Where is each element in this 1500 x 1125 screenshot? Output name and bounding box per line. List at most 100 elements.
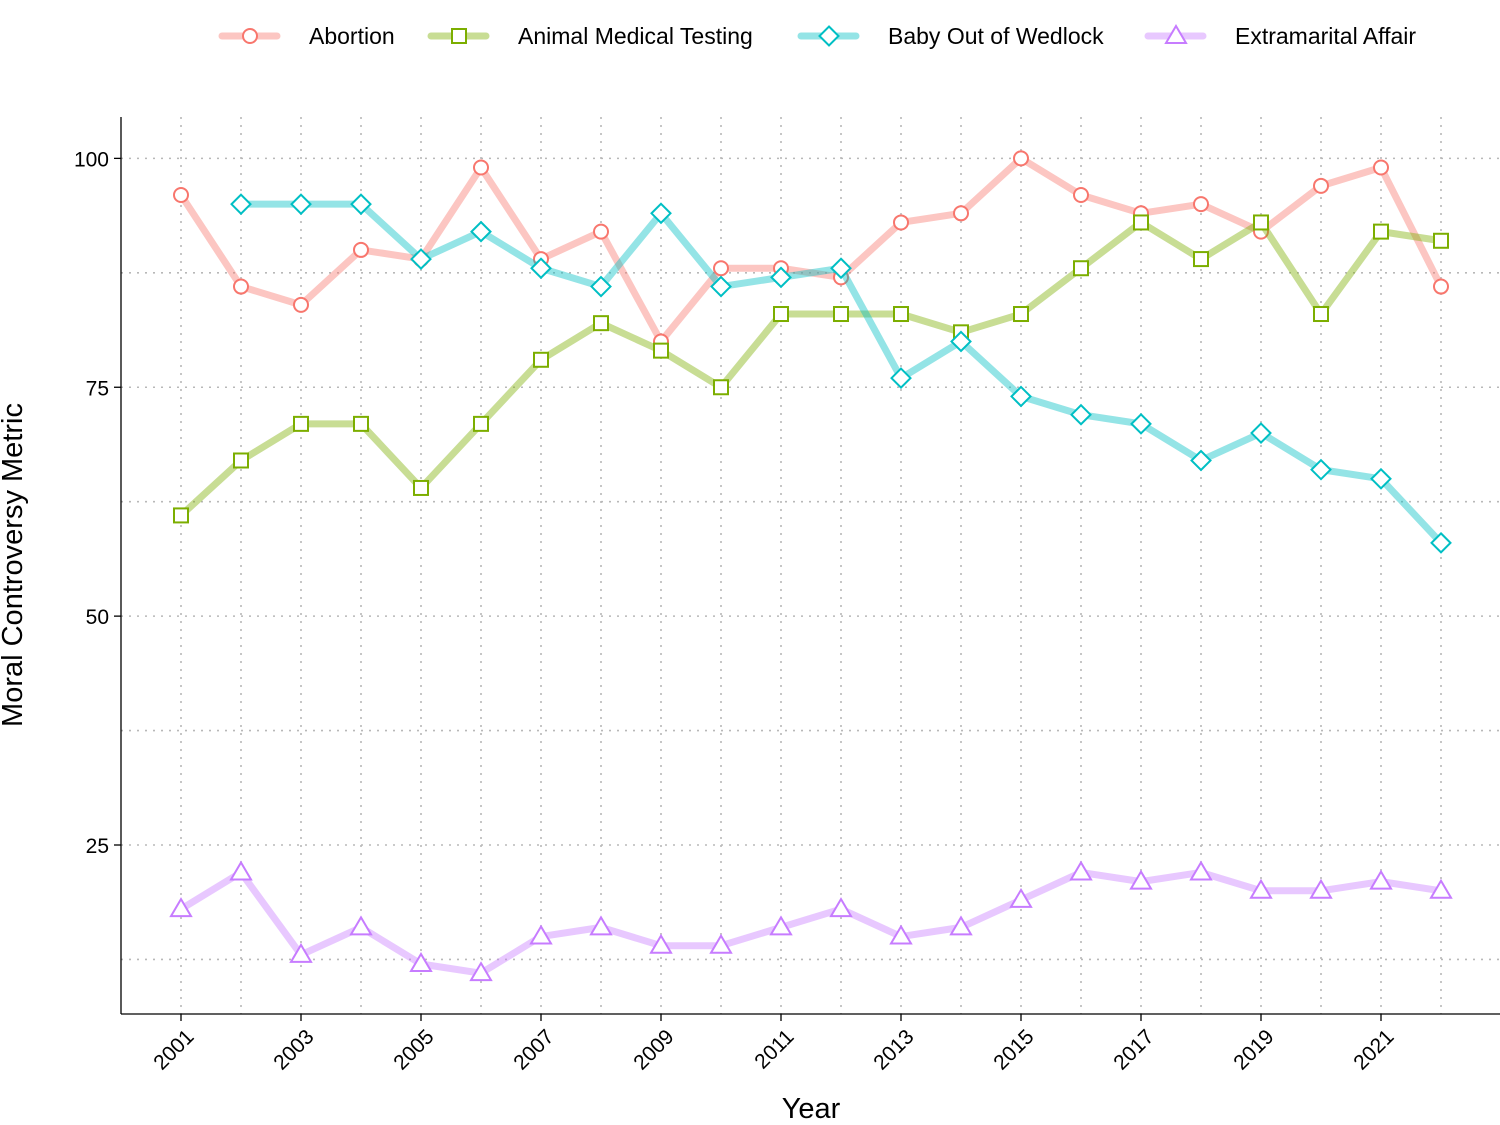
data-point — [833, 306, 849, 323]
data-point — [1193, 196, 1209, 213]
legend-item-extramarital-affair: Extramarital Affair — [1144, 23, 1416, 49]
data-point — [649, 933, 673, 954]
data-point — [1013, 306, 1029, 323]
axes — [120, 117, 1500, 1015]
data-point — [173, 186, 189, 203]
data-point — [709, 933, 733, 954]
x-tick-label: 2005 — [389, 1025, 438, 1074]
data-point — [1073, 260, 1089, 277]
series-baby-out-of-wedlock — [230, 193, 1452, 554]
data-point — [233, 452, 249, 469]
data-point — [593, 315, 609, 332]
legend-item-abortion: Abortion — [218, 23, 395, 49]
data-point — [770, 266, 792, 289]
data-point — [533, 351, 549, 368]
data-point — [829, 897, 853, 918]
data-point — [653, 342, 669, 359]
x-tick-label: 2017 — [1109, 1025, 1158, 1074]
data-point — [950, 330, 972, 353]
data-point — [1373, 159, 1389, 176]
data-point — [1009, 887, 1033, 908]
data-point — [650, 202, 672, 225]
legend-item-animal-medical-testing: Animal Medical Testing — [427, 23, 753, 49]
y-tick-label: 50 — [86, 606, 109, 629]
data-point — [353, 241, 369, 258]
x-tick-label: 2021 — [1349, 1025, 1398, 1074]
data-point — [293, 296, 309, 313]
data-point — [1190, 449, 1212, 472]
data-point — [473, 415, 489, 432]
data-point — [1250, 422, 1272, 444]
data-point — [1010, 385, 1032, 408]
data-point — [713, 379, 729, 396]
x-tick-label: 2009 — [629, 1025, 678, 1074]
data-point — [953, 205, 969, 222]
data-point — [1309, 878, 1333, 899]
data-point — [1310, 458, 1332, 481]
data-point — [1193, 251, 1209, 268]
data-point — [1073, 186, 1089, 203]
data-point — [1313, 177, 1329, 194]
data-point — [1189, 860, 1213, 881]
data-point — [173, 507, 189, 524]
data-point — [773, 306, 789, 323]
legend-label: Abortion — [309, 23, 395, 49]
data-point — [1129, 869, 1153, 890]
data-point — [289, 942, 313, 963]
data-point — [1430, 531, 1452, 554]
data-point — [169, 897, 193, 918]
data-point — [1133, 214, 1149, 231]
data-point — [1370, 467, 1392, 490]
data-point — [1433, 232, 1449, 249]
data-point — [229, 860, 253, 881]
data-point — [710, 275, 732, 298]
data-point — [290, 193, 312, 216]
data-point — [890, 367, 912, 390]
series-line-abortion — [177, 154, 1445, 345]
x-tick-label: 2019 — [1229, 1025, 1278, 1074]
data-point — [1369, 869, 1393, 890]
data-point — [1433, 278, 1449, 295]
data-point — [830, 257, 852, 280]
x-tick-label: 2015 — [989, 1025, 1038, 1074]
data-point — [413, 479, 429, 496]
data-point — [530, 257, 552, 280]
x-axis-title: Year — [782, 1093, 841, 1125]
legend: Abortion Animal Medical Testing Baby Out o… — [218, 23, 1416, 49]
data-point — [1249, 878, 1273, 899]
data-point — [713, 260, 729, 277]
data-point — [1429, 878, 1453, 899]
data-point — [593, 223, 609, 240]
data-point — [293, 415, 309, 432]
data-point — [473, 159, 489, 176]
x-tick-label: 2011 — [750, 1025, 798, 1073]
y-tick-label: 25 — [86, 835, 109, 858]
data-point — [409, 952, 433, 973]
data-point — [349, 915, 373, 936]
data-point — [1253, 214, 1269, 231]
data-point — [1130, 412, 1152, 435]
x-tick-label: 2003 — [269, 1025, 318, 1074]
data-point — [769, 915, 793, 936]
data-point — [350, 193, 372, 216]
x-tick-label: 2007 — [509, 1025, 558, 1074]
data-point — [893, 306, 909, 323]
y-axis-title: Moral Controversy Metric — [0, 403, 29, 727]
x-tick-label: 2001 — [149, 1025, 198, 1074]
data-point — [529, 924, 553, 945]
data-point — [233, 278, 249, 295]
data-point — [589, 915, 613, 936]
series-abortion — [173, 150, 1449, 350]
data-point — [1373, 223, 1389, 240]
data-point — [1070, 403, 1092, 426]
legend-marker — [242, 28, 258, 44]
series-extramarital-affair — [169, 860, 1453, 982]
x-tick-label: 2013 — [869, 1025, 918, 1074]
legend-label: Baby Out of Wedlock — [888, 23, 1104, 49]
legend-marker — [818, 25, 840, 47]
legend-marker — [451, 28, 467, 44]
legend-label: Animal Medical Testing — [518, 23, 753, 49]
y-tick-label: 100 — [74, 148, 109, 171]
series-line-extramarital-affair — [177, 868, 1445, 977]
